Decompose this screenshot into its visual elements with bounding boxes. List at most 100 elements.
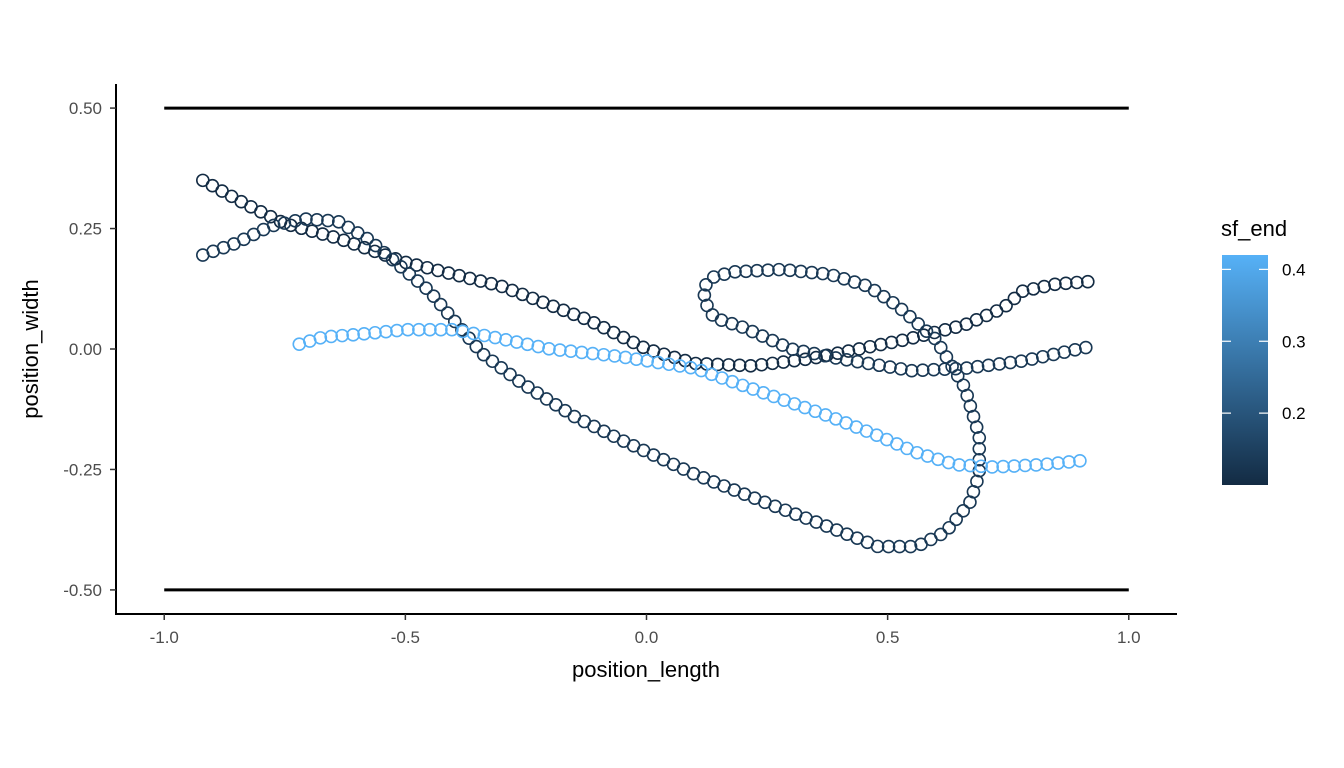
reference-lines xyxy=(164,106,1129,592)
data-point xyxy=(1029,458,1043,472)
data-point xyxy=(870,539,885,554)
data-point xyxy=(699,277,713,292)
data-point xyxy=(949,512,963,527)
data-point xyxy=(1068,343,1082,357)
data-point xyxy=(892,539,907,554)
data-point xyxy=(1037,279,1051,294)
data-point xyxy=(761,263,775,277)
data-point xyxy=(574,345,589,360)
data-point xyxy=(1003,355,1018,370)
data-point xyxy=(299,212,313,226)
data-point xyxy=(1081,274,1095,289)
data-point xyxy=(494,361,509,375)
data-point xyxy=(419,281,433,296)
y-axis-ticks: -0.50 -0.25 0.00 0.25 0.50 xyxy=(63,99,116,600)
data-point xyxy=(426,289,441,303)
legend-tick-label: 0.4 xyxy=(1282,260,1306,279)
legend-title: sf_end xyxy=(1221,216,1287,241)
data-point xyxy=(974,459,988,474)
y-tick-label: -0.25 xyxy=(63,460,102,479)
legend-ticks: 0.2 0.3 0.4 xyxy=(1222,260,1306,423)
data-point xyxy=(1070,275,1084,290)
data-point xyxy=(423,322,437,337)
data-point xyxy=(402,267,417,281)
data-point xyxy=(942,520,956,535)
data-point xyxy=(970,359,985,374)
data-point xyxy=(743,358,758,373)
x-tick-label: 0.0 xyxy=(635,628,659,647)
data-point xyxy=(783,263,797,278)
data-point xyxy=(324,329,338,344)
x-axis-ticks: -1.0 -0.5 0.0 0.5 1.0 xyxy=(150,614,1141,647)
data-point xyxy=(553,343,567,357)
data-point xyxy=(520,337,535,352)
data-point xyxy=(379,324,393,339)
data-point xyxy=(927,331,942,346)
data-point xyxy=(850,354,865,369)
data-point xyxy=(640,354,655,368)
data-point xyxy=(512,374,526,388)
data-point xyxy=(410,274,425,288)
data-point xyxy=(776,355,791,369)
data-point xyxy=(1079,340,1093,355)
data-point xyxy=(401,322,415,337)
data-point xyxy=(972,441,987,456)
data-point xyxy=(385,252,400,267)
y-tick-label: 0.25 xyxy=(69,220,102,239)
data-point xyxy=(785,342,800,357)
data-point xyxy=(732,358,747,373)
data-point xyxy=(629,352,644,366)
data-point xyxy=(485,354,500,369)
data-point xyxy=(933,527,948,542)
data-point xyxy=(1073,454,1087,468)
data-point xyxy=(829,351,843,365)
data-point xyxy=(310,213,324,227)
data-point xyxy=(390,323,404,338)
colorbar xyxy=(1222,255,1268,485)
data-point xyxy=(970,474,984,489)
data-point xyxy=(531,339,546,354)
data-point xyxy=(697,288,712,302)
data-point xyxy=(798,352,813,367)
data-point xyxy=(445,322,459,337)
data-point xyxy=(394,259,408,274)
x-axis-title: position_length xyxy=(572,657,720,682)
data-point xyxy=(357,327,371,341)
data-point xyxy=(937,362,952,376)
data-point xyxy=(1048,277,1062,292)
data-point xyxy=(360,231,375,246)
data-point xyxy=(1025,352,1039,366)
legend-tick-label: 0.2 xyxy=(1282,404,1306,423)
data-point xyxy=(911,317,925,331)
data-point xyxy=(750,263,764,278)
data-point xyxy=(883,360,897,374)
data-point xyxy=(705,308,720,322)
data-point xyxy=(607,349,622,363)
data-point xyxy=(886,295,900,310)
data-point xyxy=(1059,276,1073,291)
legend-tick-label: 0.3 xyxy=(1282,332,1306,351)
y-tick-label: -0.50 xyxy=(63,581,102,600)
data-point xyxy=(805,265,819,280)
data-point xyxy=(919,324,934,338)
data-point xyxy=(477,328,492,343)
x-tick-label: 1.0 xyxy=(1117,628,1141,647)
data-point xyxy=(903,539,918,554)
data-point xyxy=(1046,347,1061,362)
data-point xyxy=(503,367,517,382)
color-legend: sf_end 0.2 0.3 0.4 xyxy=(1221,216,1306,485)
data-point xyxy=(815,266,830,281)
data-point xyxy=(765,356,780,371)
data-point xyxy=(963,458,978,473)
data-point xyxy=(618,350,633,365)
data-point xyxy=(662,357,676,372)
data-point xyxy=(807,346,822,361)
data-point xyxy=(787,353,802,368)
data-point xyxy=(447,314,462,329)
data-point xyxy=(321,213,335,228)
data-point xyxy=(1051,456,1065,470)
data-point xyxy=(1062,455,1076,469)
data-point xyxy=(1026,282,1041,296)
data-point xyxy=(839,353,854,367)
